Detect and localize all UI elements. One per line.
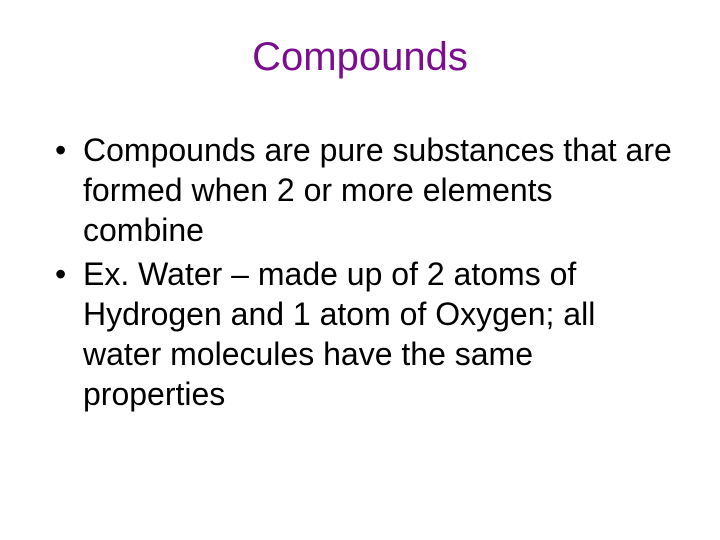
bullet-item: Compounds are pure substances that are f…	[55, 130, 680, 250]
bullet-list: Compounds are pure substances that are f…	[40, 130, 680, 414]
bullet-item: Ex. Water – made up of 2 atoms of Hydrog…	[55, 254, 680, 414]
slide-title: Compounds	[40, 35, 680, 80]
